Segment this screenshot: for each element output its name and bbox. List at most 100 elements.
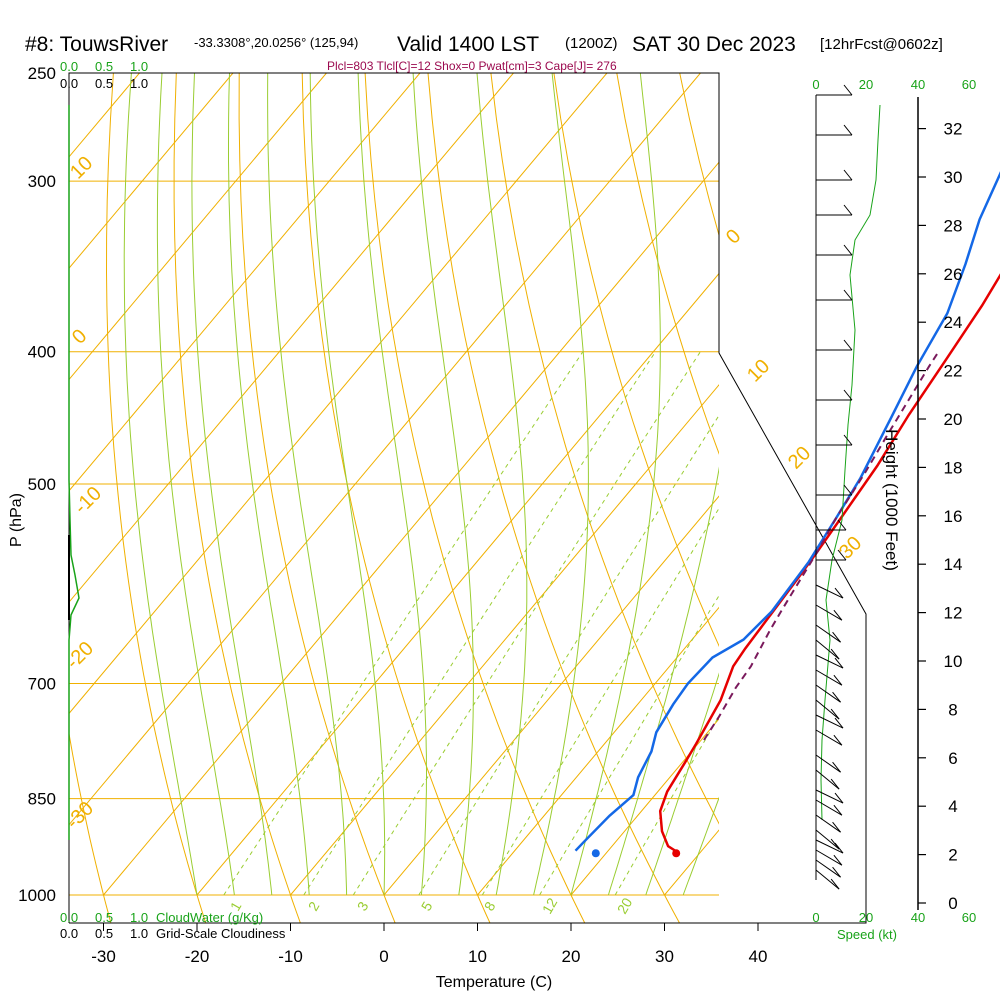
wind-barb-feather	[843, 244, 853, 256]
valid-zulu: (1200Z)	[565, 35, 618, 52]
moist-adiabat	[476, 73, 528, 896]
wind-barb-feather	[830, 838, 840, 850]
dry-adiabat	[301, 73, 491, 923]
dry-adiabat	[364, 73, 586, 923]
svg-text:0.0: 0.0	[60, 76, 78, 91]
moist-adiabat	[682, 796, 719, 896]
dry-adiabat	[553, 73, 719, 648]
isotherm-line	[477, 606, 719, 896]
x-tick-label: 0	[379, 947, 388, 966]
wind-barb	[815, 789, 844, 804]
wind-barb	[815, 584, 844, 599]
svg-text:20: 20	[859, 77, 873, 92]
moist-adiabat	[357, 73, 427, 896]
svg-text:0: 0	[812, 910, 819, 925]
valid-date: SAT 30 Dec 2023	[632, 33, 796, 56]
moist-adiabat	[156, 73, 235, 896]
isotherms	[69, 73, 1000, 896]
mixing-ratio-lines	[223, 351, 719, 896]
dry-adiabat	[806, 73, 1000, 924]
svg-text:0.5: 0.5	[95, 910, 113, 925]
speed-scale-top: 0 20 40 60	[812, 77, 976, 92]
dry-adiabat	[490, 73, 719, 825]
wind-barb-feather	[834, 657, 844, 669]
isotherm-line	[69, 73, 421, 492]
mixing-ratio-label: 3	[354, 899, 372, 914]
wind-barb-feather	[837, 519, 847, 531]
wind-barb	[815, 814, 841, 833]
sounding-params: Plcl=803 Tlcl[C]=12 Shox=0 Pwat[cm]=3 Ca…	[327, 59, 617, 73]
mixing-ratio-label: 12	[539, 895, 561, 917]
y2-axis-title: Height (1000 Feet)	[882, 429, 901, 571]
isotherm-line	[69, 73, 608, 715]
station-coords: -33.3308°,20.0256° (125,94)	[194, 35, 358, 50]
wind-barb	[815, 799, 843, 816]
wind-barb-feather	[830, 708, 840, 720]
wind-barb	[815, 604, 843, 621]
svg-text:20: 20	[859, 910, 873, 925]
mixing-ratio-label: 5	[418, 899, 436, 914]
height-tick-label: 26	[944, 265, 963, 284]
cloudwater-label: CloudWater (g/Kg)	[156, 910, 263, 925]
moist-adiabat	[721, 73, 1000, 895]
wind-barb	[815, 829, 840, 850]
wind-barb-feather	[843, 434, 853, 446]
grid-label: 10	[743, 355, 774, 386]
moist-adiabat	[228, 73, 310, 896]
wind-barb	[815, 849, 843, 866]
moist-adiabat	[570, 73, 661, 896]
x-tick-label: 10	[468, 947, 487, 966]
svg-text:1.0: 1.0	[130, 76, 148, 91]
profile-line-2	[703, 351, 940, 741]
pressure-tick-labels: 250 300 400 500 700 850 1000	[18, 64, 56, 905]
isotherm-line	[69, 73, 327, 381]
mixing-ratio-line	[303, 351, 656, 896]
height-tick-label: 18	[944, 458, 963, 477]
moist-adiabat	[309, 73, 386, 896]
y-axis-title: P (hPa)	[8, 493, 25, 547]
moist-adiabat	[267, 73, 348, 896]
x-tick-label: 20	[562, 947, 581, 966]
x-tick-label: 40	[749, 947, 768, 966]
profiles	[574, 171, 1000, 858]
wind-barb-feather	[834, 587, 844, 599]
wind-barb-feather	[833, 674, 843, 686]
dry-adiabat	[427, 73, 681, 923]
grid-label: 20	[784, 442, 815, 473]
wind-barb-feather	[843, 484, 853, 496]
wind-barb	[815, 639, 840, 660]
height-tick-label: 10	[944, 652, 963, 671]
dry-adiabat	[173, 73, 301, 923]
wind-barb-feather	[833, 734, 843, 746]
svg-text:0.0: 0.0	[60, 926, 78, 941]
x-tick-label: -30	[91, 947, 116, 966]
svg-text:0: 0	[812, 77, 819, 92]
moist-adiabat	[758, 73, 1000, 895]
isotherm-line	[69, 73, 514, 603]
svg-text:1.0: 1.0	[130, 910, 148, 925]
surface-point-0	[672, 849, 681, 858]
isotherm-line	[290, 384, 719, 896]
dry-adiabats	[69, 73, 1000, 924]
dry-adiabat	[931, 73, 1000, 924]
svg-text:0.0: 0.0	[60, 910, 78, 925]
height-tick-label: 24	[944, 313, 963, 332]
isotherm-line	[758, 73, 1000, 895]
grid-label: -20	[62, 638, 98, 674]
wind-barb-feather	[830, 778, 840, 790]
height-tick-label: 2	[948, 846, 957, 865]
valid-time: Valid 1400 LST	[397, 33, 539, 56]
p-tick-label: 300	[28, 172, 56, 191]
height-tick-label: 32	[944, 120, 963, 139]
grid-label: 0	[68, 325, 91, 348]
x-tick-label: 30	[655, 947, 674, 966]
wind-barb-feather	[843, 339, 853, 351]
isotherm-line	[69, 73, 234, 269]
cloudiness-label: Grid-Scale Cloudiness	[156, 926, 286, 941]
wind-barb-feather	[830, 648, 840, 660]
svg-text:0.5: 0.5	[95, 59, 113, 74]
svg-text:1.0: 1.0	[130, 926, 148, 941]
grid-label: -30	[62, 798, 98, 834]
wind-barb	[815, 714, 844, 729]
wind-barb-feather	[830, 878, 840, 890]
